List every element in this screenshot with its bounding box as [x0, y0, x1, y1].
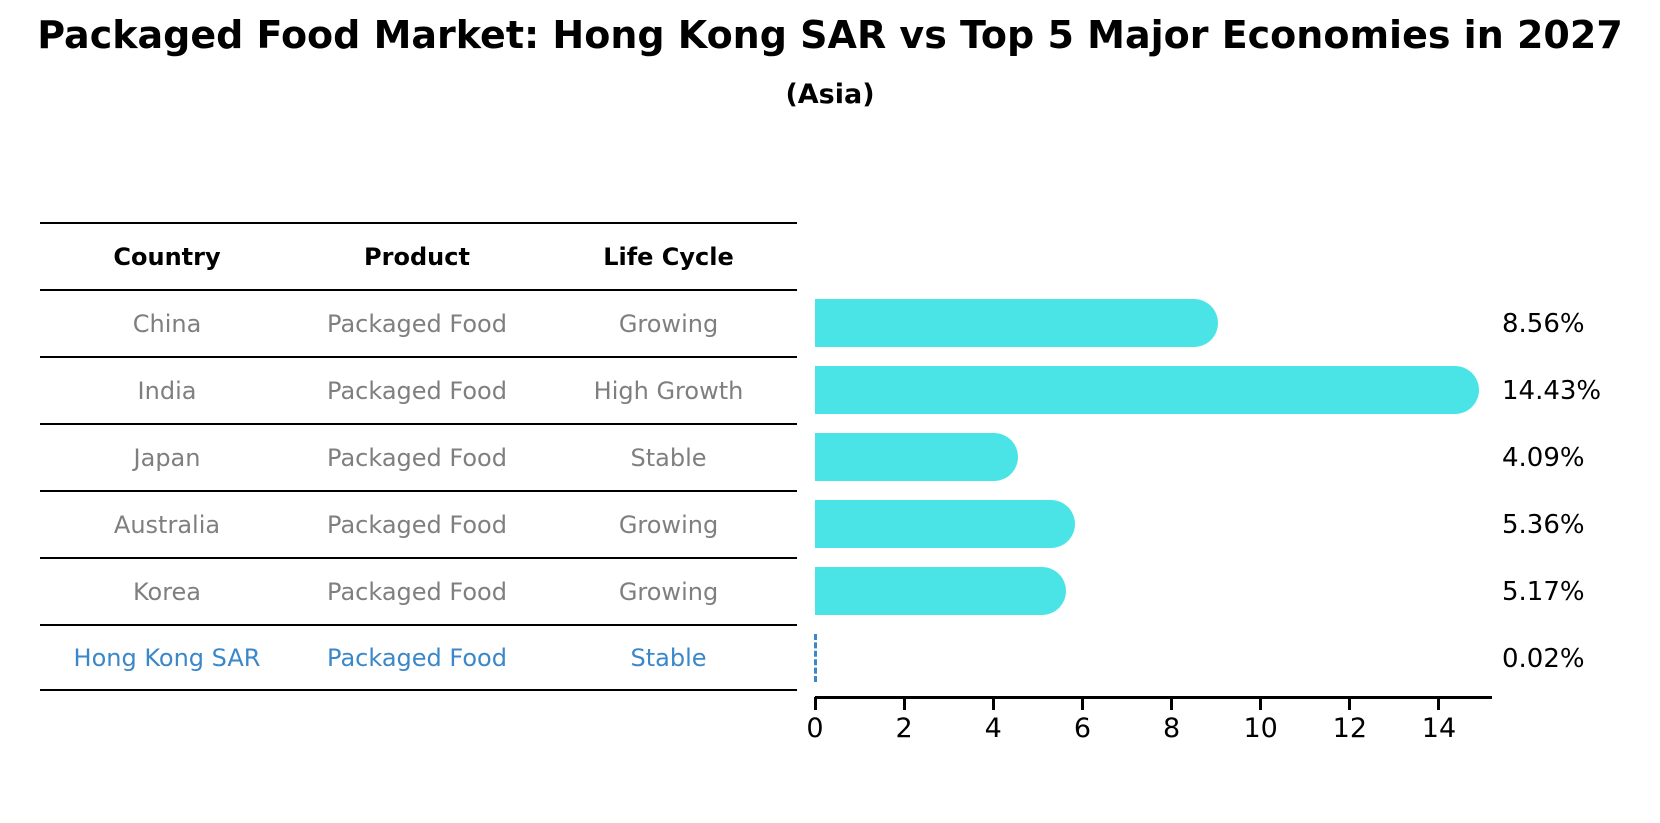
table-row: Korea Packaged Food Growing [40, 557, 797, 624]
table-cell-product: Packaged Food [327, 577, 507, 606]
table-row: Japan Packaged Food Stable [40, 423, 797, 490]
bar-india [815, 365, 1480, 414]
x-tick [813, 697, 817, 710]
bar-value-label: 5.17% [1502, 576, 1585, 607]
x-tick-label: 4 [984, 713, 1002, 744]
bar-australia [815, 499, 1075, 548]
table-cell-product: Packaged Food [327, 309, 507, 338]
bar-value-label: 4.09% [1502, 442, 1585, 473]
x-tick [1437, 697, 1441, 710]
x-tick-label: 14 [1421, 713, 1457, 744]
table-cell-country: Japan [133, 443, 201, 472]
table-cell-life-cycle: Stable [630, 443, 707, 472]
table-header-product: Product [364, 242, 470, 271]
table-cell-country: China [132, 309, 202, 338]
table-cell-life-cycle: Growing [618, 309, 719, 338]
table-header-life-cycle: Life Cycle [603, 242, 734, 271]
x-tick [991, 697, 995, 710]
table-cell-product: Packaged Food [327, 510, 507, 539]
table-header-country: Country [113, 242, 221, 271]
table-cell-life-cycle: High Growth [593, 376, 744, 405]
bar-value-label: 0.02% [1502, 643, 1585, 674]
x-tick-label: 12 [1332, 713, 1367, 744]
chart-title: Packaged Food Market: Hong Kong SAR vs T… [37, 13, 1623, 57]
table-cell-product: Packaged Food [327, 643, 507, 672]
table-cell-country: Australia [113, 510, 221, 539]
table-row: Hong Kong SAR Packaged Food Stable [40, 624, 797, 691]
country-table: Country Product Life Cycle China Packaged Fo… [40, 222, 797, 691]
bar-value-label: 5.36% [1502, 509, 1585, 540]
table-cell-country: Korea [132, 577, 202, 606]
table-cell-life-cycle: Growing [618, 510, 719, 539]
bar-korea [815, 566, 1067, 615]
x-tick [1348, 697, 1352, 710]
table-cell-country: India [137, 376, 197, 405]
table-row: China Packaged Food Growing [40, 289, 797, 356]
x-tick-label: 10 [1243, 713, 1278, 744]
table-cell-product: Packaged Food [327, 376, 507, 405]
chart-subtitle: (Asia) [785, 79, 875, 110]
bar-value-label: 14.43% [1502, 375, 1602, 406]
bar-value-label: 8.56% [1502, 308, 1585, 339]
x-tick-label: 8 [1162, 713, 1181, 744]
table-cell-product: Packaged Food [327, 443, 507, 472]
x-tick [902, 697, 906, 710]
bar-japan [815, 432, 1019, 481]
table-cell-life-cycle: Growing [618, 577, 719, 606]
x-tick [1259, 697, 1263, 710]
x-tick [1080, 697, 1084, 710]
bar-china [815, 298, 1218, 347]
x-axis-line [815, 696, 1492, 699]
table-cell-life-cycle: Stable [630, 643, 707, 672]
x-tick-label: 6 [1073, 713, 1091, 744]
x-tick-label: 2 [895, 713, 913, 744]
highlight-dashed-bar [814, 633, 817, 682]
x-tick-label: 0 [806, 713, 824, 744]
table-header-row: Country Product Life Cycle [40, 222, 797, 289]
x-tick [1170, 697, 1174, 710]
table-row: India Packaged Food High Growth [40, 356, 797, 423]
table-row: Australia Packaged Food Growing [40, 490, 797, 557]
table-cell-country: Hong Kong SAR [73, 643, 261, 672]
